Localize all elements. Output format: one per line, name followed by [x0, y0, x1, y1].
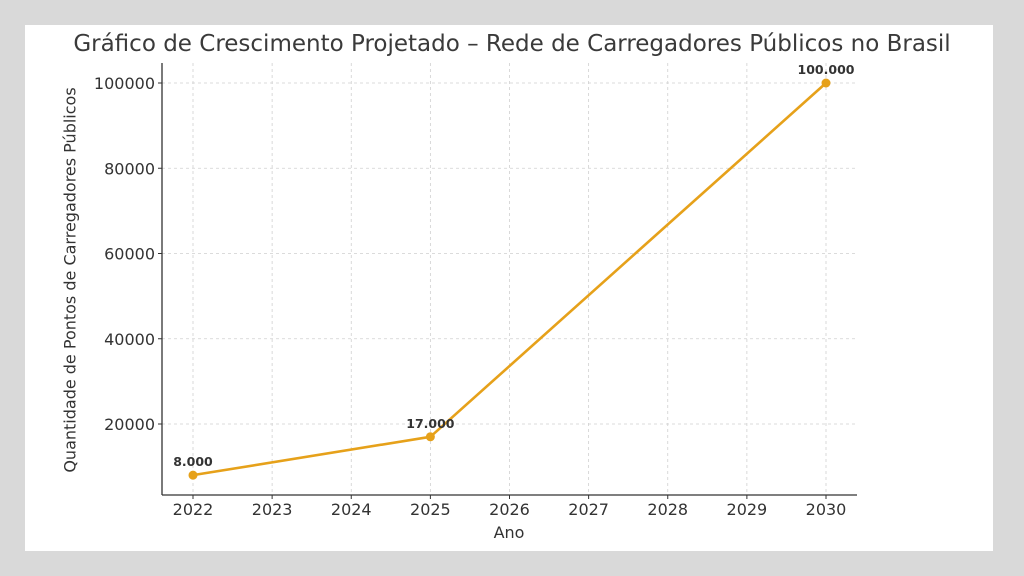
y-tick-label: 20000	[104, 415, 155, 434]
data-label: 8.000	[173, 454, 213, 469]
x-tick-label: 2025	[410, 500, 451, 519]
data-label: 17.000	[406, 416, 455, 431]
x-axis-label: Ano	[493, 523, 525, 542]
data-point-marker	[188, 470, 198, 480]
chart-panel	[25, 25, 993, 551]
data-label: 100.000	[798, 62, 855, 77]
x-tick-label: 2023	[252, 500, 293, 519]
x-tick-label: 2029	[727, 500, 768, 519]
x-tick-label: 2026	[489, 500, 530, 519]
data-point-marker	[821, 78, 831, 88]
y-tick-label: 100000	[94, 74, 155, 93]
y-tick-label: 80000	[104, 159, 155, 178]
x-tick-label: 2027	[568, 500, 609, 519]
x-tick-label: 2022	[173, 500, 214, 519]
data-point-marker	[425, 432, 435, 442]
x-tick-label: 2028	[647, 500, 688, 519]
chart-title: Gráfico de Crescimento Projetado – Rede …	[73, 31, 951, 57]
x-tick-label: 2024	[331, 500, 372, 519]
y-tick-label: 40000	[104, 330, 155, 349]
y-tick-label: 60000	[104, 245, 155, 264]
x-tick-label: 2030	[806, 500, 847, 519]
